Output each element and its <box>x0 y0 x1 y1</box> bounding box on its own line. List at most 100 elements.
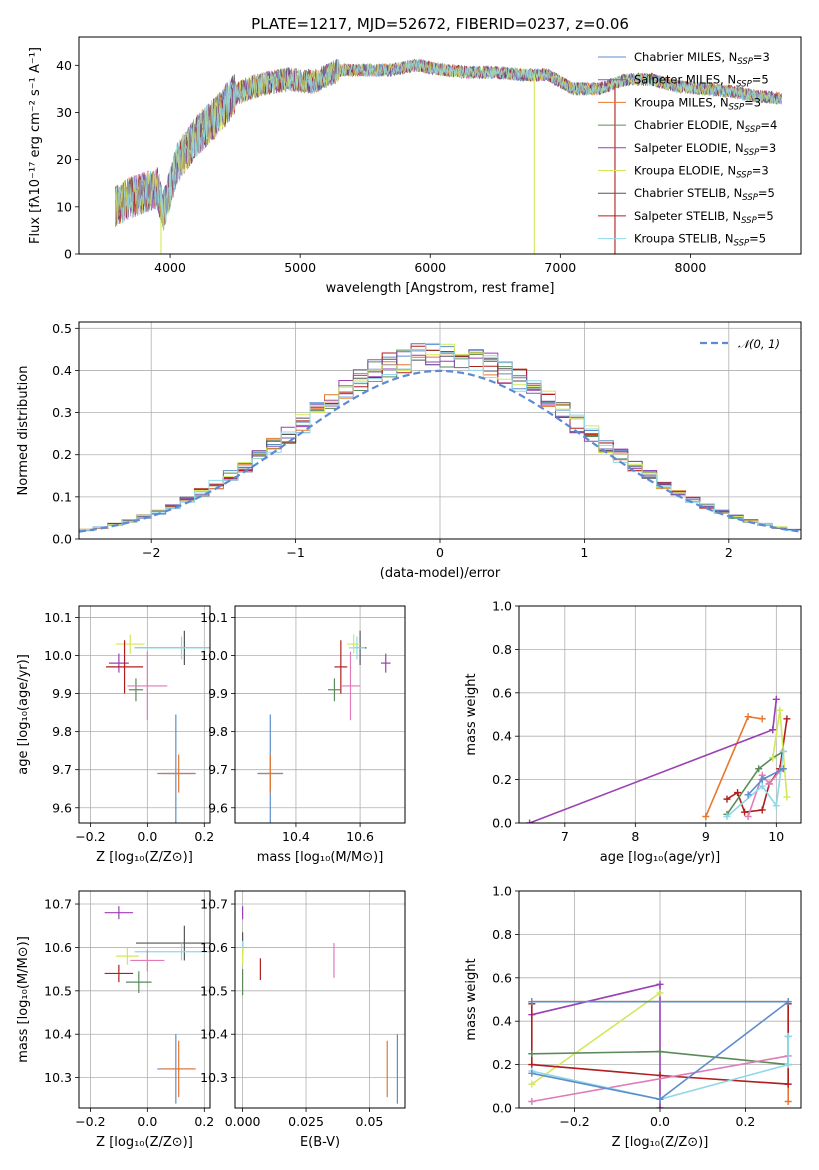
x-tick-label: 9 <box>702 829 710 844</box>
plot-area <box>115 58 782 254</box>
axes-frame <box>234 605 406 824</box>
legend-subscript: SSP <box>745 125 761 135</box>
y-tick-label: 0.1 <box>52 489 72 504</box>
plot-area <box>257 630 391 823</box>
legend-entry: Salpeter MILES, NSSP=5 <box>634 73 769 90</box>
x-tick-label: 10.6 <box>346 829 374 844</box>
y-tick-label: 0 <box>64 247 72 262</box>
y-tick-label: 9.6 <box>52 800 72 815</box>
weight-series <box>726 751 785 818</box>
y-tick-label: 10.3 <box>44 1070 72 1085</box>
legend-subscript: SSP <box>741 216 757 226</box>
legend-label: Salpeter ELODIE, N <box>634 141 744 155</box>
weight-point <box>772 695 780 703</box>
legend-suffix: =3 <box>744 95 761 109</box>
legend-subscript: SSP <box>737 57 753 67</box>
weight-point <box>776 706 784 714</box>
y-axis-label: mass weight <box>464 958 479 1040</box>
weight-point <box>734 789 742 797</box>
legend-subscript: SSP <box>744 148 760 158</box>
legend-label: Chabrier MILES, N <box>634 50 737 64</box>
y-tick-label: 10.3 <box>200 1070 228 1085</box>
legend-suffix: =5 <box>749 232 766 246</box>
weight-point <box>758 776 766 784</box>
y-tick-label: 10 <box>56 199 72 214</box>
y-tick-label: 10.0 <box>200 648 228 663</box>
panel-age-vs-mass: 10.4 10.6 9.6 9.7 9.8 9.9 10.0 10.1 mass [log₁₀(… <box>200 605 406 865</box>
y-tick-label: 10.4 <box>44 1027 72 1042</box>
x-tick-label: 0.05 <box>356 1114 384 1129</box>
weight-point <box>758 782 766 790</box>
x-axis-label: age [log₁₀(age/yr)] <box>600 850 721 865</box>
x-tick-label: 10 <box>768 829 784 844</box>
weight-point <box>702 812 710 820</box>
weight-point <box>779 765 787 773</box>
y-tick-label: 0.0 <box>52 532 72 547</box>
y-tick-label: 10.1 <box>44 610 72 625</box>
y-tick-label: 9.8 <box>52 724 72 739</box>
weight-point <box>758 715 766 723</box>
x-tick-label: 2 <box>725 545 733 560</box>
weight-point <box>784 1097 792 1105</box>
y-tick-label: 9.9 <box>208 686 228 701</box>
y-tick-label: 0.4 <box>492 729 512 744</box>
weight-point <box>526 819 534 823</box>
weight-series <box>531 1036 789 1101</box>
legend-entry: Chabrier MILES, NSSP=3 <box>634 50 770 67</box>
plot-area <box>526 695 791 823</box>
legend-subscript: SSP <box>736 171 752 181</box>
weight-series <box>531 1000 791 1101</box>
spectrum-line <box>115 59 782 232</box>
weight-point <box>528 1061 536 1069</box>
panel-spectrum: 4000 5000 6000 7000 8000 0 10 20 30 40 wavelength … <box>28 15 802 296</box>
legend-entry: Kroupa MILES, NSSP=3 <box>634 95 761 112</box>
weight-point <box>656 989 664 997</box>
weight-point <box>758 806 766 814</box>
x-tick-label: −0.2 <box>75 829 105 844</box>
y-tick-label: 9.7 <box>208 762 228 777</box>
x-tick-label: 0.2 <box>194 1114 214 1129</box>
y-tick-label: 0.2 <box>492 772 512 787</box>
x-tick-label: 0.2 <box>194 829 214 844</box>
legend-label: Chabrier ELODIE, N <box>634 118 745 132</box>
axes-frame <box>234 890 406 1109</box>
legend-subscript: SSP <box>729 102 745 112</box>
weight-point <box>772 802 780 810</box>
y-tick-label: 0.6 <box>492 685 512 700</box>
weight-point <box>744 791 752 799</box>
y-tick-label: 0.6 <box>492 970 512 985</box>
weight-point <box>784 1080 792 1088</box>
y-tick-label: 9.9 <box>52 686 72 701</box>
weight-series <box>726 750 784 815</box>
y-tick-label: 30 <box>56 105 72 120</box>
weight-point <box>769 754 777 762</box>
weight-point <box>528 1050 536 1058</box>
x-axis-label: mass [log₁₀(M/M⊙)] <box>257 850 384 865</box>
x-tick-label: −0.2 <box>75 1114 105 1129</box>
x-tick-label: 4000 <box>154 260 186 275</box>
weight-point <box>656 1104 664 1108</box>
y-tick-label: 10.5 <box>200 983 228 998</box>
legend-subscript: SSP <box>736 80 752 90</box>
plot-area <box>528 980 792 1108</box>
weight-point <box>784 998 792 1006</box>
x-tick-label: 0.2 <box>736 1114 756 1129</box>
panel-mass-vs-Z: −0.2 0.0 0.2 10.3 10.4 10.5 10.6 10.7 Z [log₁₀(Z… <box>16 890 214 1150</box>
y-tick-label: 10.7 <box>200 897 228 912</box>
legend-subscript: SSP <box>734 239 750 249</box>
y-tick-label: 0.0 <box>492 1101 512 1116</box>
x-axis-label: (data-model)/error <box>380 566 501 581</box>
weight-point <box>723 795 731 803</box>
histogram-series <box>79 342 801 531</box>
weight-point <box>528 1080 536 1088</box>
legend-entry: Chabrier ELODIE, NSSP=4 <box>634 118 777 135</box>
panel-mass-vs-EBV: 0.000 0.025 0.05 10.3 10.4 10.5 10.6 10.7 E(B-V) <box>200 890 406 1150</box>
y-tick-label: 0.5 <box>52 321 72 336</box>
y-tick-label: 9.6 <box>208 800 228 815</box>
figure-layer: 4000 5000 6000 7000 8000010203040wavelength … <box>16 15 802 1150</box>
y-tick-label: 10.5 <box>44 983 72 998</box>
legend: 𝒩(0, 1) <box>700 337 780 351</box>
plot-area <box>79 342 801 533</box>
legend-subscript: SSP <box>742 193 758 203</box>
